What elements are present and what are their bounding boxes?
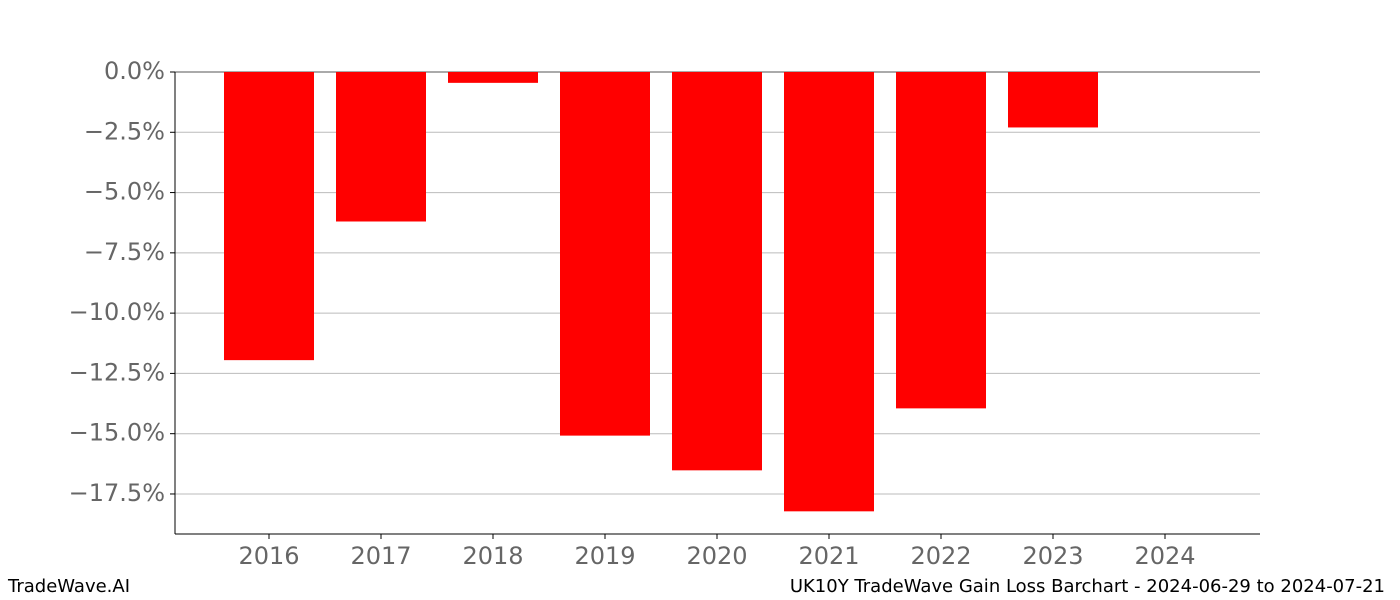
x-tick-label: 2021: [798, 542, 859, 570]
bar: [784, 72, 874, 512]
chart-title: UK10Y TradeWave Gain Loss Barchart - 202…: [790, 576, 1385, 597]
bar: [672, 72, 762, 471]
watermark: TradeWave.AI: [7, 576, 130, 597]
y-tick-label: 0.0%: [104, 57, 165, 85]
x-tick-label: 2017: [350, 542, 411, 570]
y-tick-label: −17.5%: [69, 479, 165, 507]
x-tick-label: 2019: [574, 542, 635, 570]
x-tick-label: 2016: [238, 542, 299, 570]
y-tick-label: −10.0%: [69, 298, 165, 326]
bar: [1008, 72, 1098, 128]
y-tick-label: −7.5%: [84, 238, 165, 266]
bar: [896, 72, 986, 409]
bar: [560, 72, 650, 436]
x-tick-label: 2020: [686, 542, 747, 570]
x-tick-label: 2018: [462, 542, 523, 570]
bar: [448, 72, 538, 83]
x-tick-label: 2023: [1022, 542, 1083, 570]
y-tick-label: −12.5%: [69, 358, 165, 386]
y-tick-label: −5.0%: [84, 178, 165, 206]
bar: [336, 72, 426, 222]
y-tick-label: −15.0%: [69, 419, 165, 447]
bar: [224, 72, 314, 361]
x-tick-label: 2024: [1134, 542, 1195, 570]
y-tick-label: −2.5%: [84, 117, 165, 145]
x-tick-label: 2022: [910, 542, 971, 570]
